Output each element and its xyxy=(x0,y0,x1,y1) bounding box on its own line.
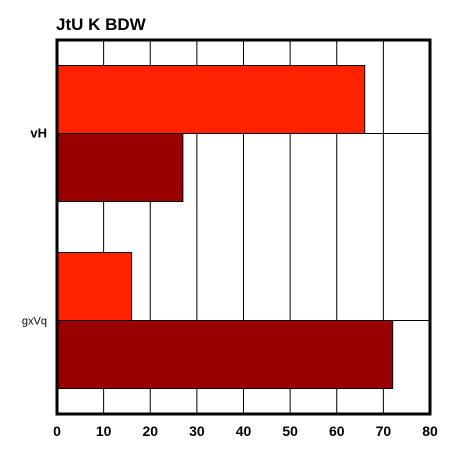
plot-frame xyxy=(55,38,432,416)
bar xyxy=(56,252,133,321)
category-label: vH xyxy=(30,126,47,141)
bar xyxy=(56,320,394,389)
x-tick-label: 70 xyxy=(376,423,392,439)
x-tick-label: 40 xyxy=(236,423,252,439)
x-tick-label: 10 xyxy=(96,423,112,439)
bar xyxy=(56,133,184,202)
category-labels: vH gxVq xyxy=(22,126,47,328)
x-tick-label: 50 xyxy=(282,423,298,439)
bar xyxy=(56,65,366,134)
bars xyxy=(56,65,394,389)
chart-title: JtU K BDW xyxy=(56,15,147,34)
x-axis-tick-labels: 0 10 20 30 40 50 60 70 80 xyxy=(53,423,438,439)
x-tick-label: 60 xyxy=(329,423,345,439)
x-tick-label: 30 xyxy=(189,423,205,439)
x-tick-label: 80 xyxy=(422,423,438,439)
category-label: gxVq xyxy=(22,316,47,328)
x-tick-label: 0 xyxy=(53,423,61,439)
x-tick-label: 20 xyxy=(142,423,158,439)
